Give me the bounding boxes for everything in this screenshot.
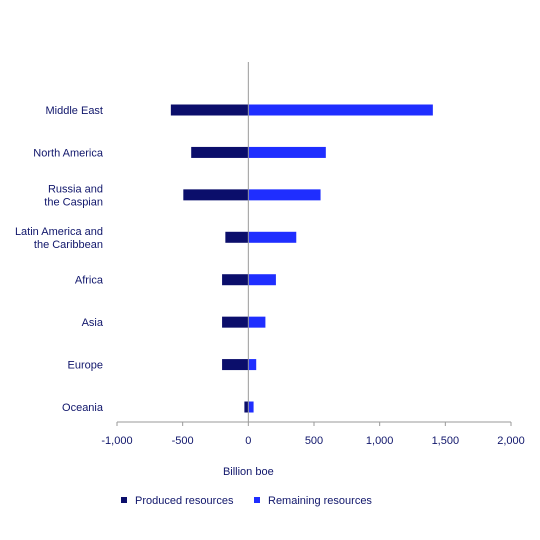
legend-label: Remaining resources: [268, 495, 372, 507]
x-axis-title: Billion boe: [223, 466, 274, 478]
bars-group: [170, 104, 433, 413]
bar-remaining-5: [248, 316, 266, 328]
bar-produced-5: [222, 316, 249, 328]
legend-swatch: [121, 497, 127, 503]
bar-produced-2: [183, 189, 249, 201]
legend-label: Produced resources: [135, 495, 234, 507]
x-tick-label: -1,000: [101, 435, 132, 447]
x-tick-label: 1,500: [432, 435, 460, 447]
bar-produced-6: [222, 359, 249, 371]
bar-remaining-6: [248, 359, 257, 371]
bar-remaining-4: [248, 274, 276, 286]
category-label: Oceania: [62, 402, 104, 414]
category-label: Europe: [68, 360, 103, 372]
bar-remaining-7: [248, 401, 254, 413]
category-label: Asia: [82, 317, 104, 329]
x-tick-label: 500: [305, 435, 323, 447]
x-tick-label: 2,000: [497, 435, 525, 447]
bar-remaining-0: [248, 104, 433, 116]
bar-remaining-3: [248, 231, 297, 243]
category-label: Middle East: [46, 105, 103, 117]
x-tick-label: -500: [172, 435, 194, 447]
category-label: Russia and the Caspian: [44, 183, 103, 208]
category-label: North America: [33, 147, 104, 159]
category-labels: Middle East North America Russia and the Ca…: [15, 105, 104, 414]
legend: Produced resources Remaining resources: [121, 495, 372, 507]
bar-remaining-1: [248, 146, 326, 158]
bar-remaining-2: [248, 189, 321, 201]
x-axis: -1,000 -500 0 500 1,000 1,500 2,000: [101, 421, 525, 447]
bar-produced-0: [170, 104, 249, 116]
bar-produced-1: [191, 146, 249, 158]
legend-swatch: [254, 497, 260, 503]
x-tick-label: 1,000: [366, 435, 394, 447]
category-label: Latin America and the Caribbean: [15, 226, 103, 251]
bar-produced-4: [222, 274, 249, 286]
category-label: Africa: [75, 275, 104, 287]
bar-produced-7: [244, 401, 249, 413]
x-tick-label: 0: [245, 435, 251, 447]
bar-produced-3: [225, 231, 249, 243]
